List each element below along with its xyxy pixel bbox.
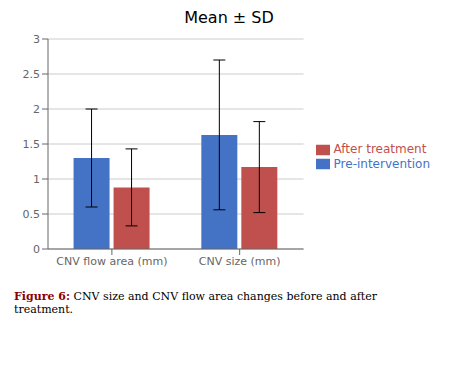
svg-text:3: 3 bbox=[33, 33, 40, 46]
svg-text:2: 2 bbox=[33, 103, 40, 116]
html-text:Mean ± SD: Mean ± SD bbox=[184, 8, 274, 27]
svg-text:CNV size (mm): CNV size (mm) bbox=[199, 255, 281, 268]
svg-text:CNV flow area (mm): CNV flow area (mm) bbox=[56, 255, 167, 268]
svg-text:1.5: 1.5 bbox=[23, 138, 41, 151]
html-text:Figure 6: CNV size and CNV flo: Figure 6: CNV size and CNV flow area cha… bbox=[14, 290, 377, 303]
svg-text:0.5: 0.5 bbox=[23, 208, 41, 221]
html-text:Pre-intervention: Pre-intervention bbox=[333, 156, 430, 171]
html-text:After treatment: After treatment bbox=[333, 142, 427, 156]
svg-text:0: 0 bbox=[33, 243, 40, 256]
html-text:treatment.: treatment. bbox=[14, 303, 74, 316]
svg-text:1: 1 bbox=[33, 173, 40, 186]
svg-text:2.5: 2.5 bbox=[23, 68, 41, 81]
